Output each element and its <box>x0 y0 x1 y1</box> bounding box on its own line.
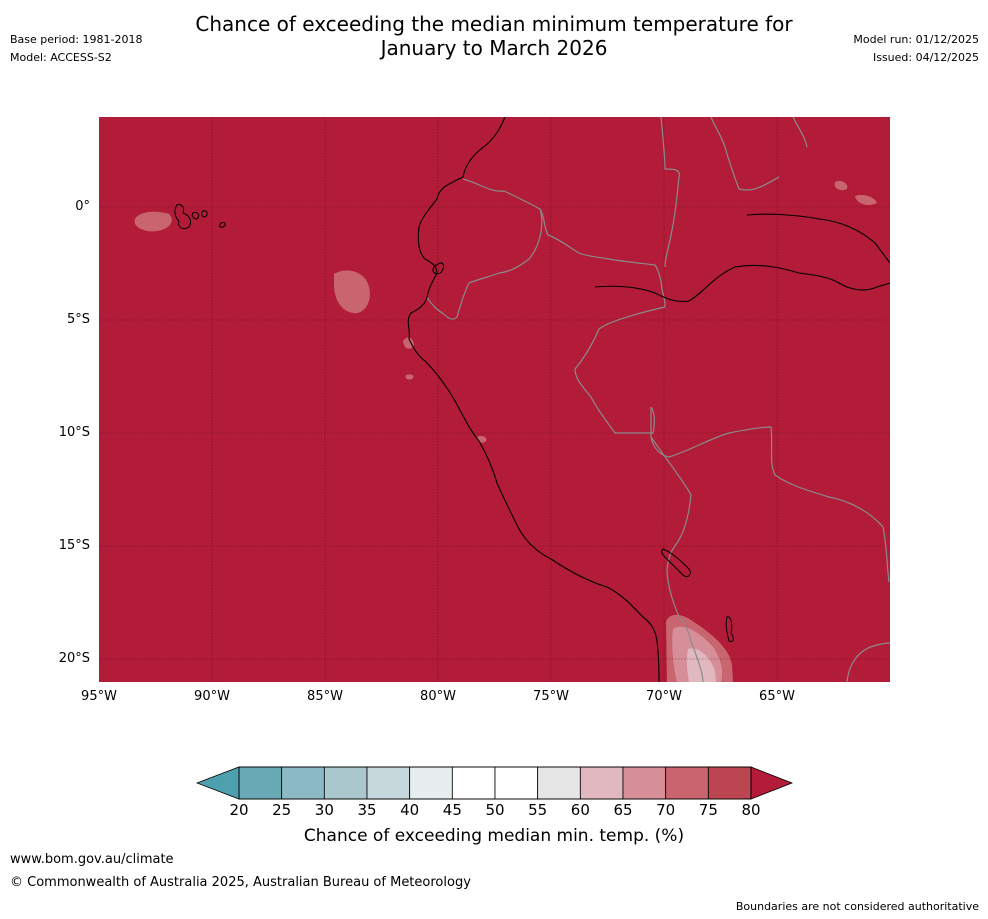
colorbar-bin-70-75 <box>665 766 709 800</box>
colorbar-bin-60-65 <box>579 766 624 800</box>
country-borders <box>426 117 890 682</box>
colorbar-tick-60: 60 <box>570 801 590 819</box>
gulf-of-guayaquil <box>432 262 445 275</box>
peru-brazil-border <box>574 306 666 434</box>
colorbar-bin-50-55 <box>494 766 539 800</box>
espanola-island <box>219 222 226 228</box>
colorbar-tick-25: 25 <box>272 801 292 819</box>
colorbar-tick-55: 55 <box>528 801 548 819</box>
lon-label-85w: 85°W <box>307 689 343 704</box>
coast-patch-2 <box>405 374 414 380</box>
colorbar-bin-45-50 <box>451 766 496 800</box>
lon-label-90w: 90°W <box>194 689 230 704</box>
galapagos-patch <box>134 211 172 232</box>
paraguay-border <box>846 642 890 682</box>
colorbar-bin-25-30 <box>281 766 325 800</box>
issued-date: Issued: 04/12/2025 <box>872 51 979 64</box>
isabela-island <box>174 204 192 230</box>
colombia-venezuela-border <box>660 117 680 268</box>
coastlines <box>407 117 890 682</box>
amazon-patch-2 <box>855 194 877 205</box>
lat-label-0: 0° <box>75 199 90 214</box>
santa-cruz-island <box>191 212 200 220</box>
colorbar-bin-40-45 <box>409 766 453 800</box>
graticule <box>99 117 890 682</box>
guyana-border <box>792 117 808 148</box>
colorbar-segments <box>238 766 752 800</box>
forecast-map <box>99 117 890 682</box>
islands-and-lakes <box>174 204 734 642</box>
base-period: Base period: 1981-2018 <box>10 33 143 46</box>
colorbar-bin-20-25 <box>238 766 283 800</box>
altiplano-patch-inner <box>686 648 716 682</box>
pacific-coastline <box>407 117 660 682</box>
colorbar-bin-30-35 <box>323 766 368 800</box>
colorbar-tick-65: 65 <box>613 801 633 819</box>
colorbar-tick-75: 75 <box>698 801 718 819</box>
lake-titicaca <box>661 548 691 578</box>
colorbar-tick-20: 20 <box>229 801 249 819</box>
probability-patches <box>134 180 877 682</box>
colorbar-tick-35: 35 <box>357 801 377 819</box>
san-cristobal-island <box>201 210 208 218</box>
colorbar-tick-70: 70 <box>656 801 676 819</box>
colombia-peru-ecuador-border <box>462 178 666 308</box>
colorbar-tick-30: 30 <box>314 801 334 819</box>
colorbar <box>196 766 794 800</box>
colorbar-label: Chance of exceeding median min. temp. (%… <box>303 826 685 846</box>
lat-label-5s: 5°S <box>66 312 90 327</box>
colorbar-bin-75-80 <box>707 766 752 800</box>
model-name: Model: ACCESS-S2 <box>10 51 112 64</box>
page-title: Chance of exceeding the median minimum t… <box>0 12 988 60</box>
colorbar-tick-45: 45 <box>442 801 462 819</box>
lon-label-65w: 65°W <box>759 689 795 704</box>
model-run: Model run: 01/12/2025 <box>853 33 979 46</box>
offshore-patch <box>334 270 370 314</box>
colorbar-bin-55-60 <box>537 766 581 800</box>
coast-patch-1 <box>403 337 414 349</box>
ecuador-peru-border <box>426 208 543 320</box>
lon-label-80w: 80°W <box>420 689 456 704</box>
colorbar-bin-35-40 <box>366 766 411 800</box>
colorbar-tick-50: 50 <box>485 801 505 819</box>
amazon-river <box>594 264 890 303</box>
rio-negro <box>746 213 890 264</box>
map-background <box>99 117 890 682</box>
lat-label-15s: 15°S <box>58 538 90 553</box>
bolivia-brazil-border <box>650 407 890 583</box>
venezuela-brazil-border <box>710 117 780 191</box>
lat-label-20s: 20°S <box>58 651 90 666</box>
lat-label-10s: 10°S <box>58 425 90 440</box>
title-line-1: Chance of exceeding the median minimum t… <box>195 12 793 36</box>
title-line-2: January to March 2026 <box>380 36 608 60</box>
lake-poopo <box>725 616 734 642</box>
peru-bolivia-chile-border <box>650 436 704 682</box>
colorbar-tick-80: 80 <box>741 801 761 819</box>
lon-label-95w: 95°W <box>81 689 117 704</box>
copyright-text: © Commonwealth of Australia 2025, Austra… <box>10 875 471 890</box>
website-link[interactable]: www.bom.gov.au/climate <box>10 852 174 867</box>
colorbar-under-arrow <box>196 766 240 800</box>
lon-label-75w: 75°W <box>533 689 569 704</box>
colorbar-frame <box>238 766 752 800</box>
lon-label-70w: 70°W <box>646 689 682 704</box>
colorbar-bin-65-70 <box>622 766 667 800</box>
disclaimer-text: Boundaries are not considered authoritat… <box>735 900 979 913</box>
colorbar-over-arrow <box>750 766 794 800</box>
amazon-patch-1 <box>834 180 848 191</box>
colorbar-tick-40: 40 <box>400 801 420 819</box>
